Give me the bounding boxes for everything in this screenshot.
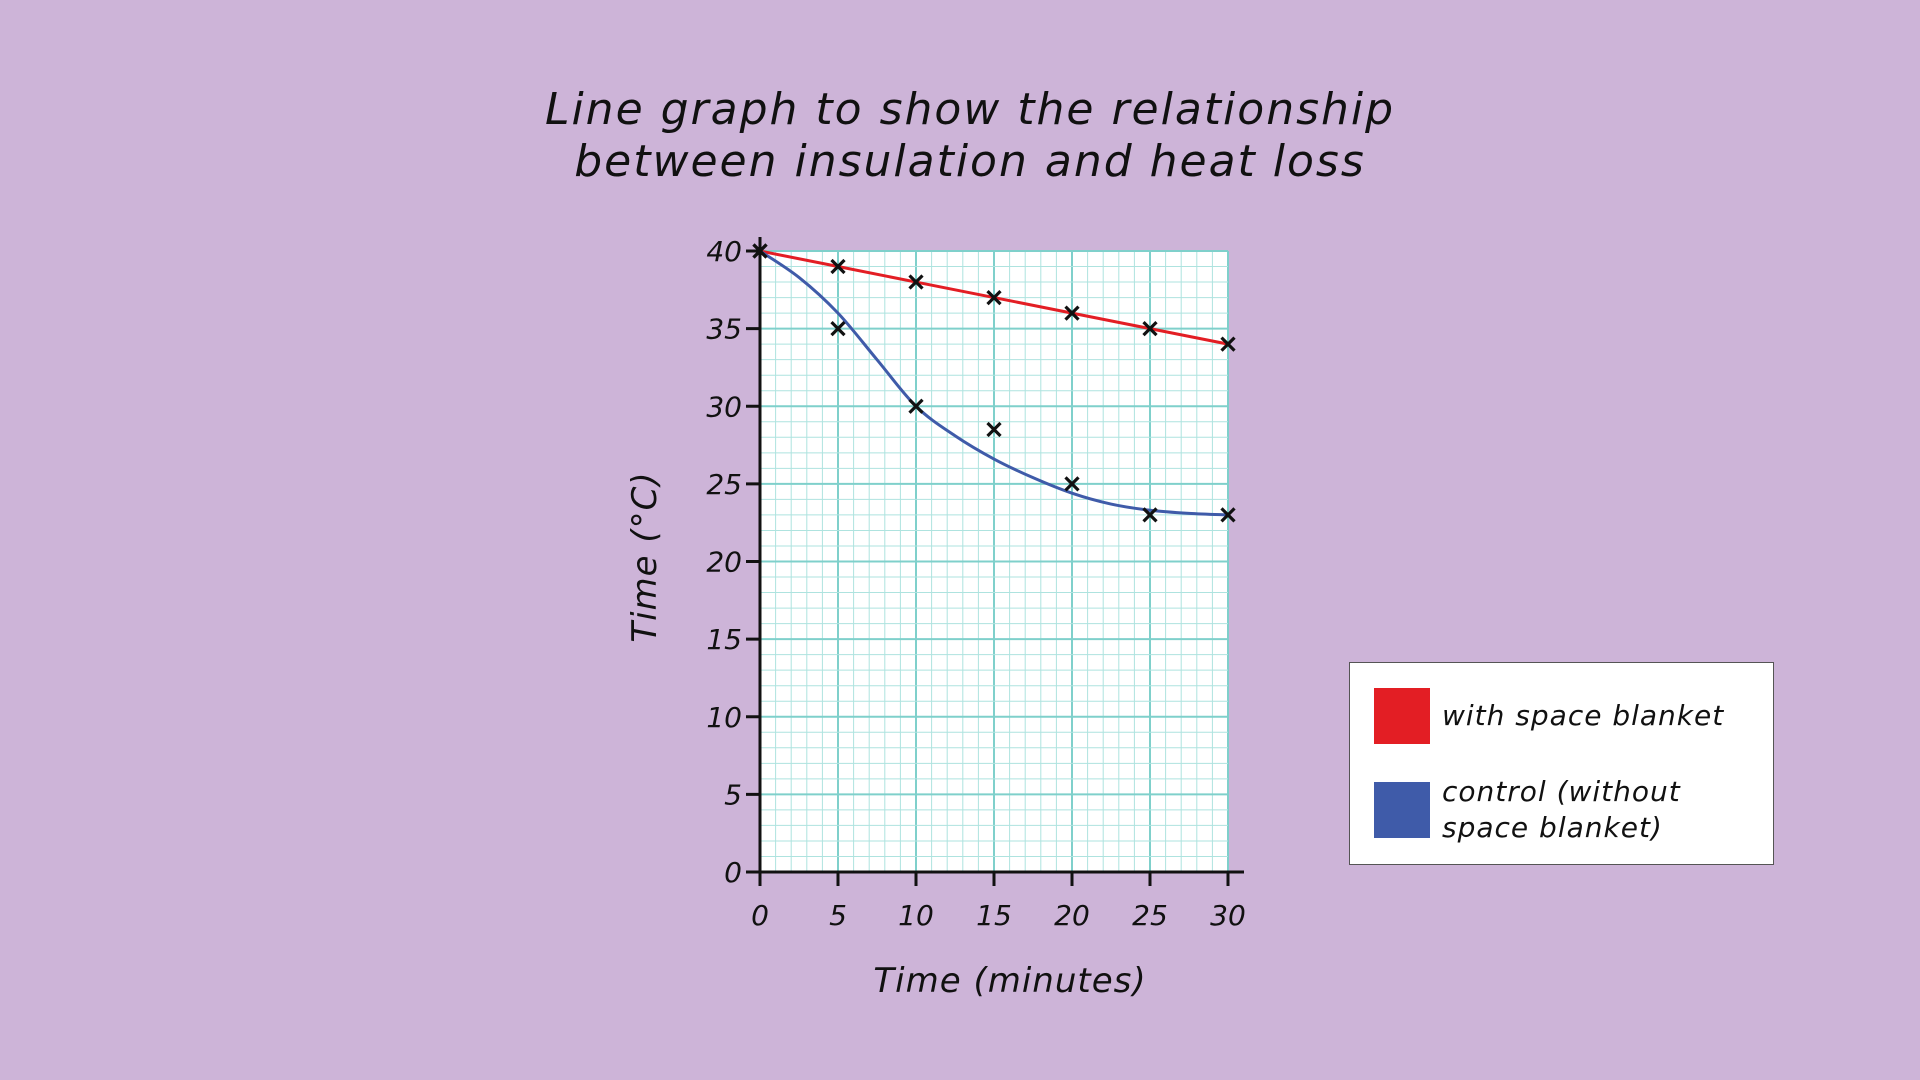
marker-stroke: [908, 274, 924, 290]
x-tick-label: 25: [1132, 899, 1168, 932]
data-point-marker-series-1: [986, 421, 1002, 438]
legend-item-with-blanket: with space blanket: [1374, 688, 1762, 744]
x-tick-label: 20: [1054, 899, 1090, 932]
x-tick-label: 5: [829, 899, 847, 932]
x-tick-label: 10: [898, 899, 934, 932]
chart-title-line-2: between insulation and heat loss: [574, 136, 1366, 187]
legend-swatch-blue: [1374, 782, 1430, 838]
x-tick-label: 0: [751, 899, 769, 932]
legend: with space blanket control (without spac…: [1349, 662, 1774, 865]
y-tick-label: 30: [706, 390, 742, 423]
data-point-marker-series-0: [1142, 320, 1158, 337]
y-tick-label: 15: [706, 623, 742, 656]
data-point-marker-series-1: [1142, 507, 1158, 523]
grid: [759, 250, 1229, 873]
y-tick-label: 25: [706, 468, 742, 501]
marker-stroke: [1220, 507, 1236, 523]
marker-stroke: [830, 320, 846, 337]
y-tick-label: 0: [724, 856, 742, 889]
data-point-marker-series-0: [1064, 305, 1080, 321]
legend-label-with-blanket: with space blanket: [1442, 699, 1725, 732]
marker-stroke: [1142, 507, 1158, 523]
marker-stroke: [1064, 476, 1080, 492]
data-point-marker-series-1: [1220, 507, 1236, 523]
y-tick-label: 5: [724, 778, 742, 811]
ticks: 0 5 10 15 20 25 30 0 5 10 15 20 25 30 35 40: [706, 235, 1245, 932]
y-tick-label: 20: [706, 546, 742, 579]
legend-swatch-red: [1374, 688, 1430, 744]
data-point-marker-series-0: [830, 258, 846, 275]
data-point-marker-series-0: [1220, 336, 1236, 352]
x-axis-label: Time (minutes): [873, 961, 1146, 1001]
y-axis-label: Time (°C): [625, 471, 665, 642]
data-point-marker-series-0: [986, 289, 1002, 306]
y-tick-label: 10: [706, 701, 742, 734]
y-tick-label: 40: [706, 235, 742, 268]
chart-title-line-1: Line graph to show the relationship: [544, 84, 1396, 135]
data-point-marker-series-1: [1064, 476, 1080, 492]
marker-stroke: [1220, 336, 1236, 352]
marker-stroke: [1142, 320, 1158, 337]
series-line-1: [759, 249, 1229, 517]
legend-item-control: control (without space blanket): [1374, 775, 1762, 846]
marker-stroke: [986, 421, 1002, 438]
data-point-marker-series-1: [752, 243, 768, 259]
chart-title: Line graph to show the relationship betw…: [0, 84, 1920, 188]
marker-stroke: [752, 243, 768, 259]
x-tick-label: 15: [976, 899, 1012, 932]
data-point-marker-series-1: [908, 398, 924, 414]
data-markers: [752, 243, 1236, 523]
marker-stroke: [830, 258, 846, 275]
marker-stroke: [908, 398, 924, 414]
marker-stroke: [986, 289, 1002, 306]
y-tick-label: 35: [706, 313, 742, 346]
x-tick-label: 30: [1210, 899, 1246, 932]
marker-stroke: [1064, 305, 1080, 321]
data-point-marker-series-0: [908, 274, 924, 290]
legend-label-control: control (without space blanket): [1442, 775, 1681, 844]
data-point-marker-series-1: [830, 320, 846, 337]
